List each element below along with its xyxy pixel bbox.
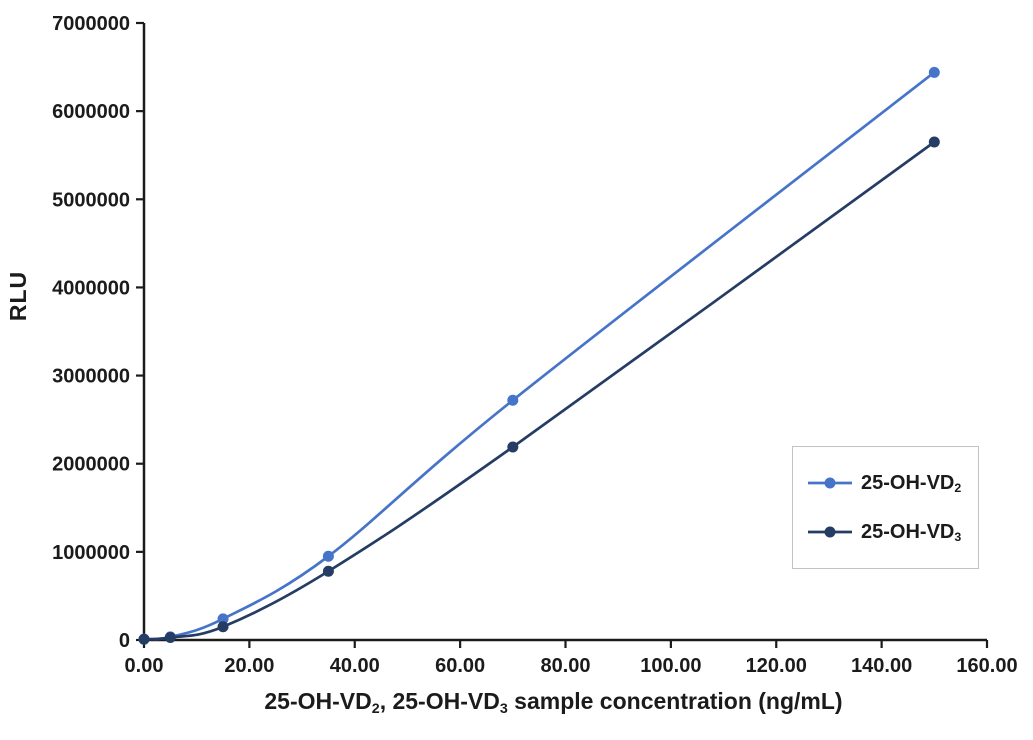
x-tick-label: 160.00 [956, 655, 1017, 677]
legend-marker-sample [808, 477, 852, 489]
data-point-vd3 [138, 633, 150, 645]
legend-box: 25-OH-VD2 25-OH-VD3 [792, 446, 979, 569]
legend-marker-sample [808, 526, 852, 538]
x-tick-label: 0.00 [125, 655, 164, 677]
legend-dot [824, 526, 836, 538]
x-axis-title-subscript: 3 [499, 700, 508, 717]
legend-label: 25-OH-VD3 [861, 520, 962, 544]
x-axis-title-subscript: 2 [371, 700, 380, 717]
y-tick-label: 5000000 [52, 189, 130, 211]
x-axis-title-text: 25-OH-VD [264, 688, 372, 714]
x-tick-label: 20.00 [224, 655, 274, 677]
y-tick-label: 4000000 [52, 277, 130, 299]
x-axis-title: 25-OH-VD2, 25-OH-VD3 sample concentratio… [120, 688, 987, 717]
data-point-vd3 [928, 136, 940, 148]
legend-entry-vd2: 25-OH-VD2 [808, 472, 978, 495]
axis-tick-labels: 0.00 20.00 40.00 60.00 80.00 100.00 120.00 140.… [52, 13, 1017, 677]
data-point-vd2 [507, 394, 519, 406]
data-point-vd2 [217, 613, 229, 625]
x-tick-label: 140.00 [851, 655, 912, 677]
y-tick-label: 2000000 [52, 454, 130, 476]
y-tick-label: 0 [119, 630, 130, 652]
data-point-vd3 [217, 621, 229, 633]
y-tick-label: 3000000 [52, 366, 130, 388]
x-tick-label: 60.00 [435, 655, 485, 677]
legend-label: 25-OH-VD2 [861, 471, 962, 495]
x-tick-label: 40.00 [330, 655, 380, 677]
x-tick-label: 80.00 [540, 655, 590, 677]
x-axis-title-text: sample concentration (ng/mL) [507, 688, 843, 714]
data-point-vd3 [507, 441, 519, 453]
series-line-vd3 [143, 140, 936, 641]
data-point-vd3 [164, 632, 176, 644]
axis-ticks [136, 21, 989, 648]
data-series [138, 66, 940, 645]
x-axis-title-text: , 25-OH-VD [379, 688, 500, 714]
y-tick-label: 7000000 [52, 13, 130, 35]
x-tick-label: 120.00 [746, 655, 807, 677]
data-point-vd3 [322, 565, 334, 577]
legend-entry-vd3: 25-OH-VD3 [808, 521, 978, 544]
data-point-vd2 [928, 66, 940, 78]
data-point-vd2 [322, 550, 334, 562]
series-line-vd2 [143, 71, 936, 641]
y-tick-label: 6000000 [52, 101, 130, 123]
legend-dot [824, 477, 836, 489]
y-axis-title: RLU [5, 270, 31, 322]
y-tick-label: 1000000 [52, 542, 130, 564]
x-tick-label: 100.00 [640, 655, 701, 677]
